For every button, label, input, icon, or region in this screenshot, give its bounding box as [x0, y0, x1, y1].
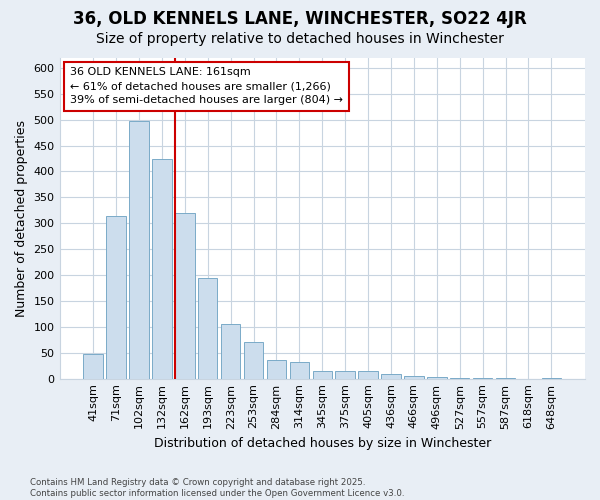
- Bar: [427, 376, 446, 378]
- Bar: [198, 278, 217, 378]
- Text: Contains HM Land Registry data © Crown copyright and database right 2025.
Contai: Contains HM Land Registry data © Crown c…: [30, 478, 404, 498]
- Bar: [244, 342, 263, 378]
- Bar: [175, 213, 194, 378]
- Text: 36, OLD KENNELS LANE, WINCHESTER, SO22 4JR: 36, OLD KENNELS LANE, WINCHESTER, SO22 4…: [73, 10, 527, 28]
- Bar: [152, 158, 172, 378]
- Bar: [313, 372, 332, 378]
- Bar: [129, 121, 149, 378]
- Bar: [290, 362, 309, 378]
- Bar: [267, 360, 286, 378]
- Bar: [381, 374, 401, 378]
- Bar: [404, 376, 424, 378]
- Y-axis label: Number of detached properties: Number of detached properties: [15, 120, 28, 316]
- Bar: [106, 216, 126, 378]
- X-axis label: Distribution of detached houses by size in Winchester: Distribution of detached houses by size …: [154, 437, 491, 450]
- Bar: [335, 372, 355, 378]
- Bar: [83, 354, 103, 378]
- Bar: [358, 372, 378, 378]
- Bar: [221, 324, 241, 378]
- Text: 36 OLD KENNELS LANE: 161sqm
← 61% of detached houses are smaller (1,266)
39% of : 36 OLD KENNELS LANE: 161sqm ← 61% of det…: [70, 67, 343, 105]
- Text: Size of property relative to detached houses in Winchester: Size of property relative to detached ho…: [96, 32, 504, 46]
